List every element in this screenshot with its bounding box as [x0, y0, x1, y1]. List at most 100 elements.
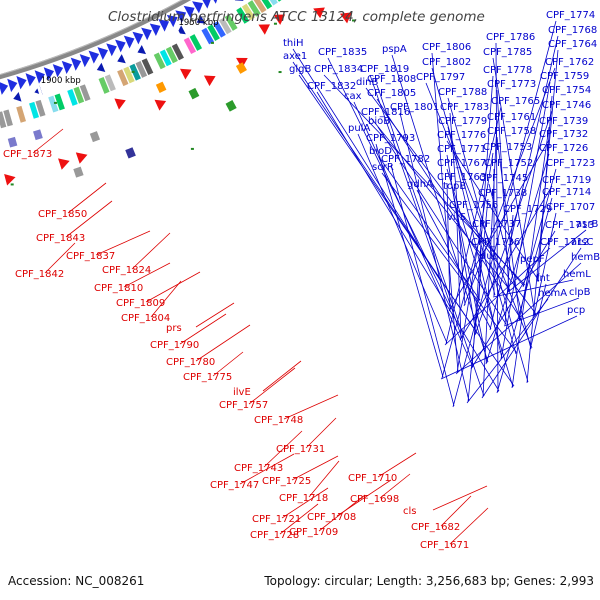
gene-labels: thiH axe1 glgB CPF_1835 pspA CPF_1834CPF_1819… [3, 10, 600, 551]
forward-gene-label: CPF_1819 [360, 64, 409, 75]
feature-chip [89, 131, 101, 143]
forward-gene-label: gdhA [407, 179, 433, 190]
forward-gene-label: glgB [289, 64, 311, 75]
reverse-gene-label: CPF_1790 [150, 340, 199, 351]
reverse-gene-leader [32, 128, 64, 154]
forward-gene-arrow [96, 62, 106, 72]
forward-gene-label: pepF [520, 254, 545, 265]
feature-chip [125, 147, 136, 159]
scale-tick-gap [36, 85, 45, 102]
forward-gene-leader [481, 247, 582, 399]
forward-gene-label: CPF_1738 [478, 188, 527, 199]
forward-gene-arrow [97, 47, 108, 61]
forward-gene-arrow [175, 10, 187, 23]
forward-gene-leader [399, 112, 470, 402]
cog-block [29, 101, 40, 119]
cog-block [224, 14, 238, 31]
cog-block [35, 99, 46, 117]
cog-block [261, 0, 273, 10]
forward-gene-label: CPF_1774 [546, 10, 595, 21]
forward-gene-label: arsC [571, 237, 593, 248]
cog-block [153, 52, 166, 70]
forward-gene-leader [452, 191, 488, 364]
forward-gene-leader [471, 75, 494, 369]
forward-gene-label: CPF_1802 [422, 57, 471, 68]
forward-gene-arrow [149, 23, 161, 37]
forward-gene-label: CPF_1719 [542, 175, 591, 186]
reverse-gene-label: CPF_1810 [94, 283, 143, 294]
forward-gene-label: CPF_1713 [545, 220, 594, 231]
forward-gene-arrow [34, 70, 45, 84]
reverse-gene-label: CPF_1710 [348, 473, 397, 484]
forward-gene-arrow [137, 45, 147, 55]
feature-chip [235, 62, 247, 74]
forward-gene-label: CPF_1797 [416, 72, 465, 83]
reverse-gene-arrow [58, 158, 70, 170]
reverse-gene-leader [67, 182, 107, 214]
forward-gene-arrow [16, 76, 27, 90]
forward-gene-arrow [123, 35, 135, 49]
forward-gene-leader [375, 143, 444, 378]
forward-gene-arrow [61, 60, 73, 75]
forward-gene-leader [533, 212, 557, 317]
forward-gene-leader [381, 172, 518, 354]
forward-gene-label: CPF_1783 [440, 102, 489, 113]
forward-gene-leader [507, 229, 587, 293]
reverse-gene-leader [377, 452, 417, 478]
forward-gene-arrow [196, 14, 206, 24]
forward-gene-leader [431, 67, 496, 296]
forward-gene-leader [447, 97, 529, 383]
forward-gene-leader [496, 197, 553, 394]
forward-gene-label: CPF_1805 [367, 88, 416, 99]
reverse-gene-leader [263, 430, 303, 468]
forward-gene-leader [470, 230, 556, 370]
forward-gene-arrow [177, 25, 186, 35]
forward-gene-label: hemB [571, 252, 600, 263]
feature-chip [188, 87, 200, 100]
cog-block [135, 61, 148, 78]
forward-gene-label: CPF_1756 [449, 200, 498, 211]
reverse-gene-leader [432, 485, 488, 511]
forward-gene-label: CPF_1737 [472, 219, 521, 230]
forward-gene-label: CPF_1732 [539, 129, 588, 140]
green-marker [10, 183, 14, 186]
forward-gene-leader [357, 133, 448, 344]
forward-gene-leader [369, 74, 463, 339]
forward-gene-label: CPF_1808 [367, 74, 416, 85]
cog-block [241, 3, 256, 21]
feature-chip [155, 81, 167, 93]
forward-gene-leader [529, 283, 547, 351]
reverse-gene-leader [248, 367, 296, 405]
feature-chip [33, 129, 43, 141]
reverse-gene-leader [308, 460, 340, 498]
forward-gene-label: bioD [369, 146, 392, 157]
forward-gene-leader [488, 183, 532, 350]
forward-gene-label: CPF_1723 [546, 158, 595, 169]
forward-gene-leader [456, 222, 462, 340]
forward-gene-label: CPF_1786 [486, 32, 535, 43]
genome-backbone [0, 0, 192, 80]
reverse-gene-leader [65, 200, 113, 238]
forward-gene-label: CPF_1793 [366, 133, 415, 144]
topology-text: Topology: circular; Length: 3,256,683 bp… [264, 574, 594, 588]
forward-gene-label: CPF_1746 [542, 100, 591, 111]
forward-gene-leader [446, 140, 540, 282]
forward-gene-label: CPF_1739 [539, 116, 588, 127]
forward-gene-label: pcp [567, 305, 585, 316]
forward-gene-label: CPF_1763 [437, 172, 486, 183]
reverse-gene-leader [179, 313, 227, 345]
forward-gene-label: CPF_1834 [314, 64, 363, 75]
reverse-gene-arrow [179, 68, 192, 80]
forward-gene-arrow [213, 0, 218, 4]
forward-gene-leader [466, 298, 549, 404]
forward-gene-label: pspA [382, 44, 407, 55]
forward-gene-label: CPF_1832 [307, 81, 356, 92]
reverse-gene-arrow [75, 152, 88, 164]
forward-gene-label: CPF_1726 [539, 143, 588, 154]
cog-block [104, 74, 116, 92]
reverse-gene-label: CPF_1809 [116, 298, 165, 309]
forward-gene-leader [448, 139, 550, 312]
forward-gene-arrow [79, 54, 91, 68]
forward-gene-arrow [202, 0, 211, 9]
